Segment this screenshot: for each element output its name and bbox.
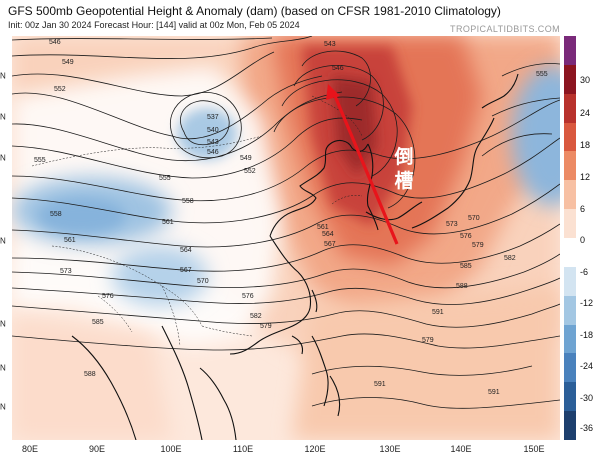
lat-label: N bbox=[0, 236, 6, 246]
contour-label: 570 bbox=[197, 278, 209, 285]
lon-label-120e: 120E bbox=[304, 444, 326, 454]
colorbar-band bbox=[564, 238, 576, 268]
contour-label: 579 bbox=[422, 337, 434, 344]
height-contours bbox=[12, 36, 560, 409]
anomaly-colorbar bbox=[564, 36, 576, 441]
colorbar-tick: -12 bbox=[580, 298, 594, 308]
colorbar-band bbox=[564, 180, 576, 210]
contour-label: 546 bbox=[207, 149, 219, 156]
contour-label: 549 bbox=[62, 59, 74, 66]
contour-labels: 5465495525375405435465495525555555585615… bbox=[34, 39, 548, 396]
contour-label: 558 bbox=[182, 198, 194, 205]
map-header: GFS 500mb Geopotential Height & Anomaly … bbox=[0, 0, 600, 34]
contour-label: 564 bbox=[180, 247, 192, 254]
lon-label-130e: 130E bbox=[379, 444, 401, 454]
map-subtitle: Init: 00z Jan 30 2024 Forecast Hour: [14… bbox=[8, 20, 300, 30]
colorbar-band bbox=[564, 382, 576, 412]
contour-label: 588 bbox=[456, 283, 468, 290]
colorbar-band bbox=[564, 122, 576, 152]
contour-label: 591 bbox=[374, 381, 386, 388]
contour-label: 540 bbox=[207, 127, 219, 134]
colorbar-tick: -30 bbox=[580, 393, 594, 403]
contour-label: 582 bbox=[504, 255, 516, 262]
contour-label: 543 bbox=[324, 41, 336, 48]
colorbar-band bbox=[564, 266, 576, 297]
contour-label: 561 bbox=[317, 224, 329, 231]
contour-label: 555 bbox=[536, 71, 548, 78]
lat-label: N bbox=[0, 112, 6, 122]
contour-label: 564 bbox=[322, 231, 334, 238]
colorbar-band bbox=[564, 36, 576, 66]
contour-label: 546 bbox=[49, 39, 61, 46]
lon-label-100e: 100E bbox=[160, 444, 182, 454]
colorbar-band bbox=[564, 151, 576, 181]
colorbar-tick: -6 bbox=[580, 267, 589, 277]
contour-label: 552 bbox=[244, 168, 256, 175]
lon-label-90e: 90E bbox=[88, 444, 106, 454]
contour-label: 582 bbox=[250, 313, 262, 320]
lat-label: N bbox=[0, 319, 6, 329]
colorbar-band bbox=[564, 64, 576, 95]
trough-arrow bbox=[326, 84, 399, 245]
contour-label: 585 bbox=[460, 263, 472, 270]
contour-label: 576 bbox=[460, 233, 472, 240]
colorbar-band bbox=[564, 411, 576, 441]
contour-label: 561 bbox=[162, 219, 174, 226]
contour-label: 585 bbox=[92, 319, 104, 326]
contour-label: 570 bbox=[468, 215, 480, 222]
colorbar-tick: -36 bbox=[580, 423, 594, 433]
colorbar-tick: 12 bbox=[580, 172, 591, 182]
contour-label: 567 bbox=[180, 267, 192, 274]
weather-map: 546 549 552 537 540 543 546 549 552 555 555 558 561 5… bbox=[12, 36, 560, 440]
colorbar-tick: 6 bbox=[580, 204, 586, 214]
contour-label: 591 bbox=[488, 389, 500, 396]
contour-label: 546 bbox=[332, 65, 344, 72]
contour-label: 558 bbox=[50, 211, 62, 218]
contour-label: 576 bbox=[242, 293, 254, 300]
lon-label-110e: 110E bbox=[232, 444, 254, 454]
lat-label: N bbox=[0, 71, 6, 81]
contour-label: 549 bbox=[240, 155, 252, 162]
lon-label-140e: 140E bbox=[450, 444, 472, 454]
site-watermark: TROPICALTIDBITS.COM bbox=[450, 24, 560, 34]
colorbar-tick: 30 bbox=[580, 75, 591, 85]
contour-label: 537 bbox=[207, 114, 219, 121]
trough-annotation-label: 倒槽 bbox=[394, 146, 414, 192]
contour-label: 579 bbox=[472, 242, 484, 249]
contour-label: 552 bbox=[54, 86, 66, 93]
coastlines bbox=[71, 73, 519, 440]
contour-label: 567 bbox=[324, 241, 336, 248]
contour-label: 573 bbox=[446, 221, 458, 228]
colorbar-band bbox=[564, 295, 576, 326]
contour-label: 588 bbox=[84, 371, 96, 378]
colorbar-tick: 18 bbox=[580, 140, 591, 150]
colorbar-tick: -18 bbox=[580, 330, 594, 340]
colorbar-band bbox=[564, 209, 576, 239]
colorbar-tick: 24 bbox=[580, 108, 591, 118]
lat-label: N bbox=[0, 153, 6, 163]
map-canvas: 5465495525375405435465495525555555585615… bbox=[12, 36, 560, 440]
contour-label: 543 bbox=[207, 139, 219, 146]
colorbar-band bbox=[564, 93, 576, 124]
contour-label: 573 bbox=[60, 268, 72, 275]
lon-label-150e: 150E bbox=[523, 444, 545, 454]
lon-label-80e: 80E bbox=[21, 444, 39, 454]
lat-label: N bbox=[0, 402, 6, 412]
contour-label: 591 bbox=[432, 309, 444, 316]
contour-label: 576 bbox=[102, 293, 114, 300]
anomaly-shading bbox=[12, 36, 560, 440]
colorbar-tick: 0 bbox=[580, 235, 586, 245]
colorbar-tick: -24 bbox=[580, 361, 594, 371]
contour-label: 555 bbox=[159, 175, 171, 182]
colorbar-band bbox=[564, 324, 576, 354]
colorbar-band bbox=[564, 353, 576, 383]
contour-label: 561 bbox=[64, 237, 76, 244]
map-title: GFS 500mb Geopotential Height & Anomaly … bbox=[8, 4, 501, 18]
contour-label: 555 bbox=[34, 157, 46, 164]
lat-label: N bbox=[0, 363, 6, 373]
contour-label: 579 bbox=[260, 323, 272, 330]
